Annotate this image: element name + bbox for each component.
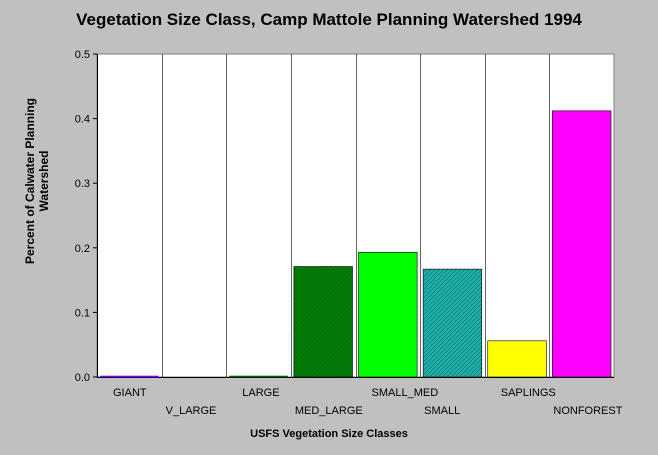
x-tick-label: MED_LARGE	[295, 405, 363, 417]
bars	[100, 110, 612, 378]
bar-med-large	[293, 266, 353, 378]
x-tick-label: LARGE	[242, 387, 279, 399]
x-tick-label: SMALL_MED	[372, 387, 439, 399]
chart-title: Vegetation Size Class, Camp Mattole Plan…	[76, 10, 582, 29]
bar-giant	[100, 375, 159, 378]
bar-saplings	[487, 340, 547, 378]
bar-nonforest	[552, 110, 612, 378]
plot-area	[96, 53, 615, 378]
bar-small	[422, 268, 483, 378]
bar-small-med	[358, 252, 418, 378]
x-axis-label: USFS Vegetation Size Classes	[250, 428, 408, 440]
x-tick-label: GIANT	[113, 387, 147, 399]
y-tick-label: 0.5	[75, 49, 90, 61]
x-tick-label: V_LARGE	[166, 405, 217, 417]
x-tick-label: SAPLINGS	[501, 387, 556, 399]
y-tick-label: 0.0	[75, 372, 90, 384]
x-tick-label: NONFOREST	[553, 405, 622, 417]
y-tick-label: 0.2	[75, 243, 90, 255]
bar-large	[229, 375, 288, 378]
tick-labels: 0.0 0.1 0.2 0.3 0.4 0.5 GIANT V_LARGE LARGE MED_L…	[75, 49, 623, 417]
axes	[93, 53, 615, 378]
y-tick-label: 0.1	[75, 307, 90, 319]
y-tick-label: 0.3	[75, 178, 90, 190]
y-tick-label: 0.4	[75, 114, 90, 126]
x-tick-label: SMALL	[424, 405, 460, 417]
